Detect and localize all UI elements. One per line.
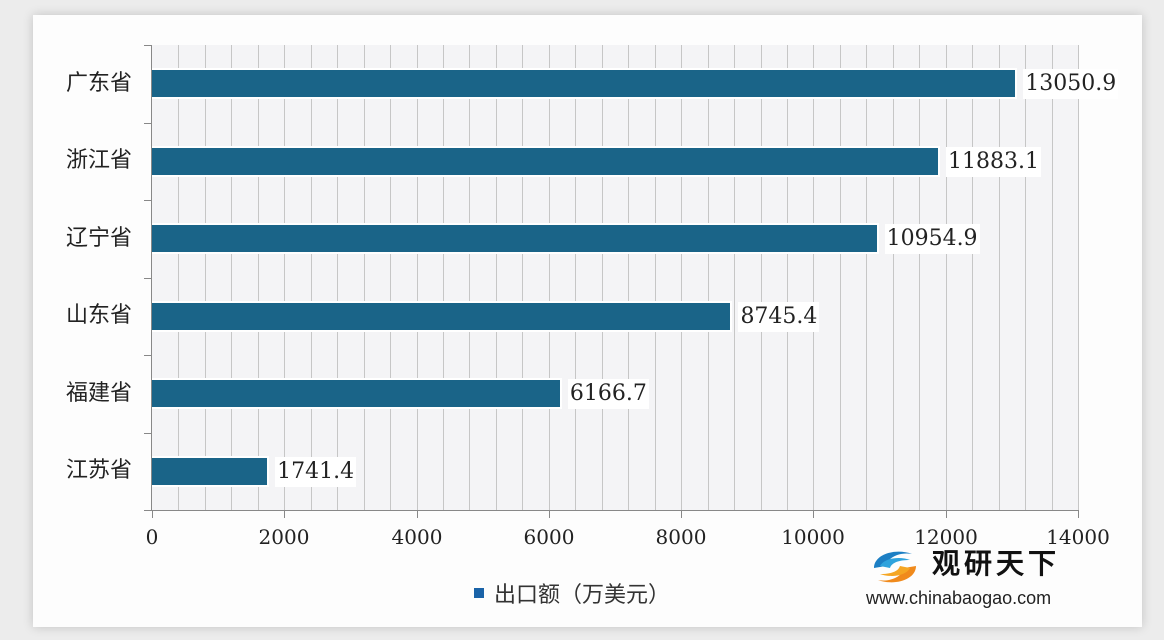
gridline [655, 45, 656, 510]
data-label: 1741.4 [275, 456, 357, 487]
data-label: 8745.4 [738, 301, 820, 332]
bar [152, 457, 268, 485]
gridline [628, 45, 629, 510]
x-tick [813, 510, 814, 518]
bar-row: 10954.9 [152, 200, 1078, 277]
legend: 出口额（万美元） [474, 577, 670, 609]
category-label: 江苏省 [65, 458, 132, 484]
bar-row: 8745.4 [152, 278, 1078, 355]
gridline [999, 45, 1000, 510]
bar [152, 225, 877, 252]
x-tick-label: 8000 [655, 525, 707, 549]
y-tick [144, 123, 152, 124]
gridline [496, 45, 497, 510]
y-tick [144, 355, 152, 356]
gridline [231, 45, 232, 510]
x-tick [417, 510, 418, 518]
y-tick [144, 278, 152, 279]
gridline [390, 45, 391, 510]
gridline [734, 45, 735, 510]
gridline [284, 45, 285, 510]
gridline [893, 45, 894, 510]
bar-row: 13050.9 [152, 45, 1119, 122]
bar [152, 147, 938, 175]
category-label: 山东省 [65, 303, 132, 329]
gridline [946, 45, 947, 510]
x-tick-label: 12000 [914, 525, 978, 549]
gridline [522, 45, 523, 510]
x-tick-label: 0 [145, 525, 159, 549]
category-label: 广东省 [65, 70, 132, 96]
bar [152, 70, 1016, 97]
gridline [205, 45, 206, 510]
gridline [575, 45, 576, 510]
gridline [311, 45, 312, 510]
gridline [866, 45, 867, 510]
gridline [1078, 45, 1079, 510]
gridline [417, 45, 418, 510]
y-tick [144, 45, 152, 46]
gridline [972, 45, 973, 510]
bar [152, 302, 731, 330]
gridline [1025, 45, 1026, 510]
y-tick [144, 200, 152, 201]
gridline [1052, 45, 1053, 510]
x-tick-label: 10000 [781, 525, 845, 549]
data-label: 10954.9 [884, 224, 980, 254]
gridline [337, 45, 338, 510]
gridline [708, 45, 709, 510]
bar-row: 6166.7 [152, 355, 1078, 432]
x-tick-label: 14000 [1046, 525, 1110, 549]
watermark-url: www.chinabaogao.com [866, 588, 1052, 608]
category-label: 辽宁省 [65, 225, 132, 251]
legend-label: 出口额（万美元） [494, 583, 671, 608]
gridline [602, 45, 603, 510]
x-tick-label: 6000 [523, 525, 575, 549]
watermark-name: 观研天下 [932, 547, 1061, 580]
chinabaogao-logo-icon [874, 551, 916, 583]
x-tick-label: 4000 [391, 525, 443, 549]
data-label: 6166.7 [567, 379, 649, 409]
x-tick [152, 510, 153, 518]
x-tick [1078, 510, 1079, 518]
data-label: 11883.1 [945, 146, 1041, 177]
x-axis [144, 510, 1078, 511]
x-tick [681, 510, 682, 518]
gridline [178, 45, 179, 510]
legend-swatch-icon [474, 588, 484, 598]
x-tick [549, 510, 550, 518]
gridline [443, 45, 444, 510]
gridline [787, 45, 788, 510]
gridline [761, 45, 762, 510]
category-label: 福建省 [65, 380, 132, 406]
gridline [840, 45, 841, 510]
bar [152, 380, 560, 407]
x-tick [284, 510, 285, 518]
bar-row: 1741.4 [152, 433, 1078, 510]
gridline [549, 45, 550, 510]
x-tick [946, 510, 947, 518]
data-label: 13050.9 [1023, 69, 1119, 99]
y-tick [144, 433, 152, 434]
gridline [681, 45, 682, 510]
gridline [469, 45, 470, 510]
gridline [813, 45, 814, 510]
y-tick [144, 510, 152, 511]
gridline [919, 45, 920, 510]
bar-row: 11883.1 [152, 123, 1078, 200]
gridline [364, 45, 365, 510]
plot-area: 13050.9 11883.1 10954.9 8745.4 6166.7 1741.4 [152, 45, 1119, 510]
x-tick-label: 2000 [258, 525, 310, 549]
category-label: 浙江省 [65, 148, 132, 174]
gridline [258, 45, 259, 510]
